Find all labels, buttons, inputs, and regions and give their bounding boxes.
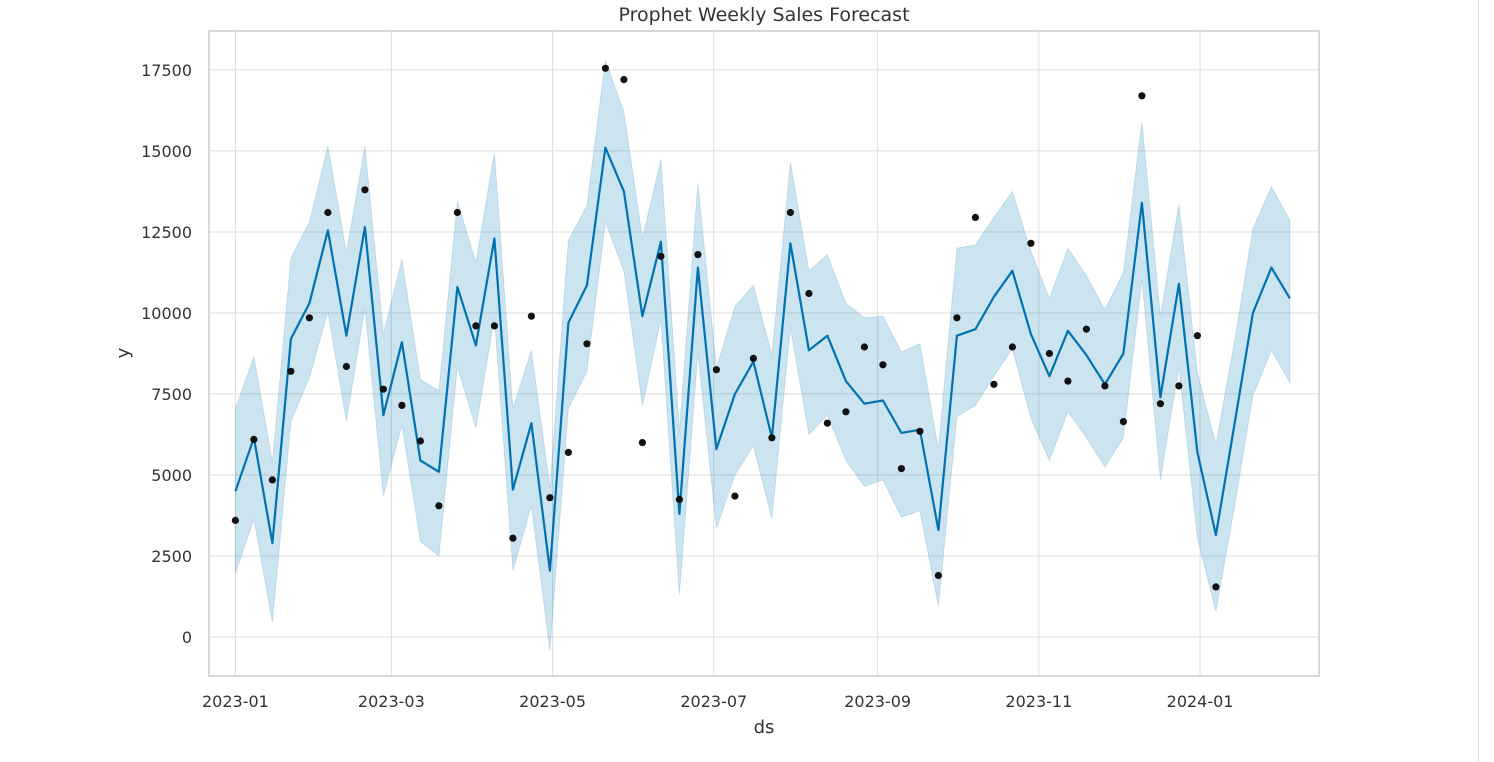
observed-point xyxy=(1156,400,1164,408)
observed-point xyxy=(472,322,480,330)
y-tick-label: 10000 xyxy=(141,304,192,323)
observed-point xyxy=(1008,343,1017,351)
observed-point xyxy=(435,502,443,510)
observed-point xyxy=(971,213,980,221)
observed-point xyxy=(620,76,628,84)
observed-point xyxy=(583,340,591,348)
x-axis-title: ds xyxy=(754,717,775,738)
observed-point xyxy=(1082,325,1090,333)
observed-point xyxy=(527,312,536,320)
plot-frame xyxy=(208,30,1320,677)
observed-point xyxy=(601,64,610,72)
page-right-divider xyxy=(1478,0,1479,762)
y-tick-label: 0 xyxy=(182,628,192,647)
observed-point xyxy=(1138,92,1146,100)
y-tick-label: 2500 xyxy=(151,547,192,566)
observed-point xyxy=(398,401,406,409)
observed-point xyxy=(768,434,776,442)
x-tick-label: 2023-01 xyxy=(202,692,269,711)
observed-point xyxy=(231,516,239,525)
forecast-line xyxy=(234,146,1291,572)
observed-point xyxy=(934,571,943,580)
observed-point xyxy=(712,366,721,374)
uncertainty-band-layer xyxy=(234,60,1291,651)
grid-lines xyxy=(209,31,1319,676)
observed-point xyxy=(268,476,276,484)
x-tick-label: 2024-01 xyxy=(1167,692,1234,711)
x-tick-label: 2023-07 xyxy=(680,692,747,711)
observed-points-layer xyxy=(231,64,1220,591)
observed-point xyxy=(546,494,554,502)
y-tick-labels: 0 2500 5000 7500 10000 12500 15000 17500 xyxy=(141,61,192,647)
x-tick-label: 2023-11 xyxy=(1005,692,1072,711)
y-axis-title: y xyxy=(113,347,134,358)
observed-point xyxy=(805,289,813,298)
observed-point xyxy=(305,314,313,322)
x-tick-label: 2023-09 xyxy=(844,692,911,711)
observed-point xyxy=(490,322,498,330)
observed-point xyxy=(657,252,665,260)
uncertainty-band xyxy=(234,60,1291,651)
observed-point xyxy=(250,435,258,443)
observed-point xyxy=(860,343,869,351)
forecast-line-layer xyxy=(234,146,1291,572)
observed-point xyxy=(361,186,369,194)
y-tick-label: 17500 xyxy=(141,61,192,80)
observed-point xyxy=(675,495,684,503)
observed-point xyxy=(1045,349,1053,358)
observed-point xyxy=(897,465,906,473)
observed-point xyxy=(1212,583,1220,591)
observed-point xyxy=(453,208,461,217)
observed-point xyxy=(749,354,758,362)
observed-point xyxy=(1193,332,1201,340)
observed-point xyxy=(287,367,295,375)
y-tick-label: 7500 xyxy=(151,385,192,404)
observed-point xyxy=(1119,418,1127,426)
observed-point xyxy=(379,385,387,393)
observed-point xyxy=(638,439,647,447)
x-tick-label: 2023-03 xyxy=(358,692,425,711)
y-tick-label: 5000 xyxy=(151,466,192,485)
observed-point xyxy=(1064,377,1072,385)
observed-point xyxy=(823,419,832,427)
observed-point xyxy=(990,380,998,388)
observed-point xyxy=(731,492,739,500)
observed-point xyxy=(1101,382,1109,390)
y-tick-label: 15000 xyxy=(141,142,192,161)
observed-point xyxy=(694,251,702,259)
observed-point xyxy=(842,408,850,416)
observed-point xyxy=(1175,382,1183,390)
observed-point xyxy=(416,437,424,445)
x-tick-label: 2023-05 xyxy=(519,692,586,711)
x-tick-labels: 2023-01 2023-03 2023-05 2023-07 2023-09 2023-… xyxy=(202,692,1234,711)
observed-point xyxy=(916,427,924,435)
y-tick-label: 12500 xyxy=(141,223,192,242)
observed-point xyxy=(786,208,795,217)
observed-point xyxy=(1027,239,1035,247)
observed-point xyxy=(953,314,961,322)
observed-point xyxy=(324,208,332,217)
observed-point xyxy=(342,362,350,371)
observed-point xyxy=(879,361,887,369)
chart-title: Prophet Weekly Sales Forecast xyxy=(618,4,909,26)
observed-point xyxy=(564,448,573,456)
plot-background xyxy=(209,31,1319,676)
observed-point xyxy=(509,534,517,542)
